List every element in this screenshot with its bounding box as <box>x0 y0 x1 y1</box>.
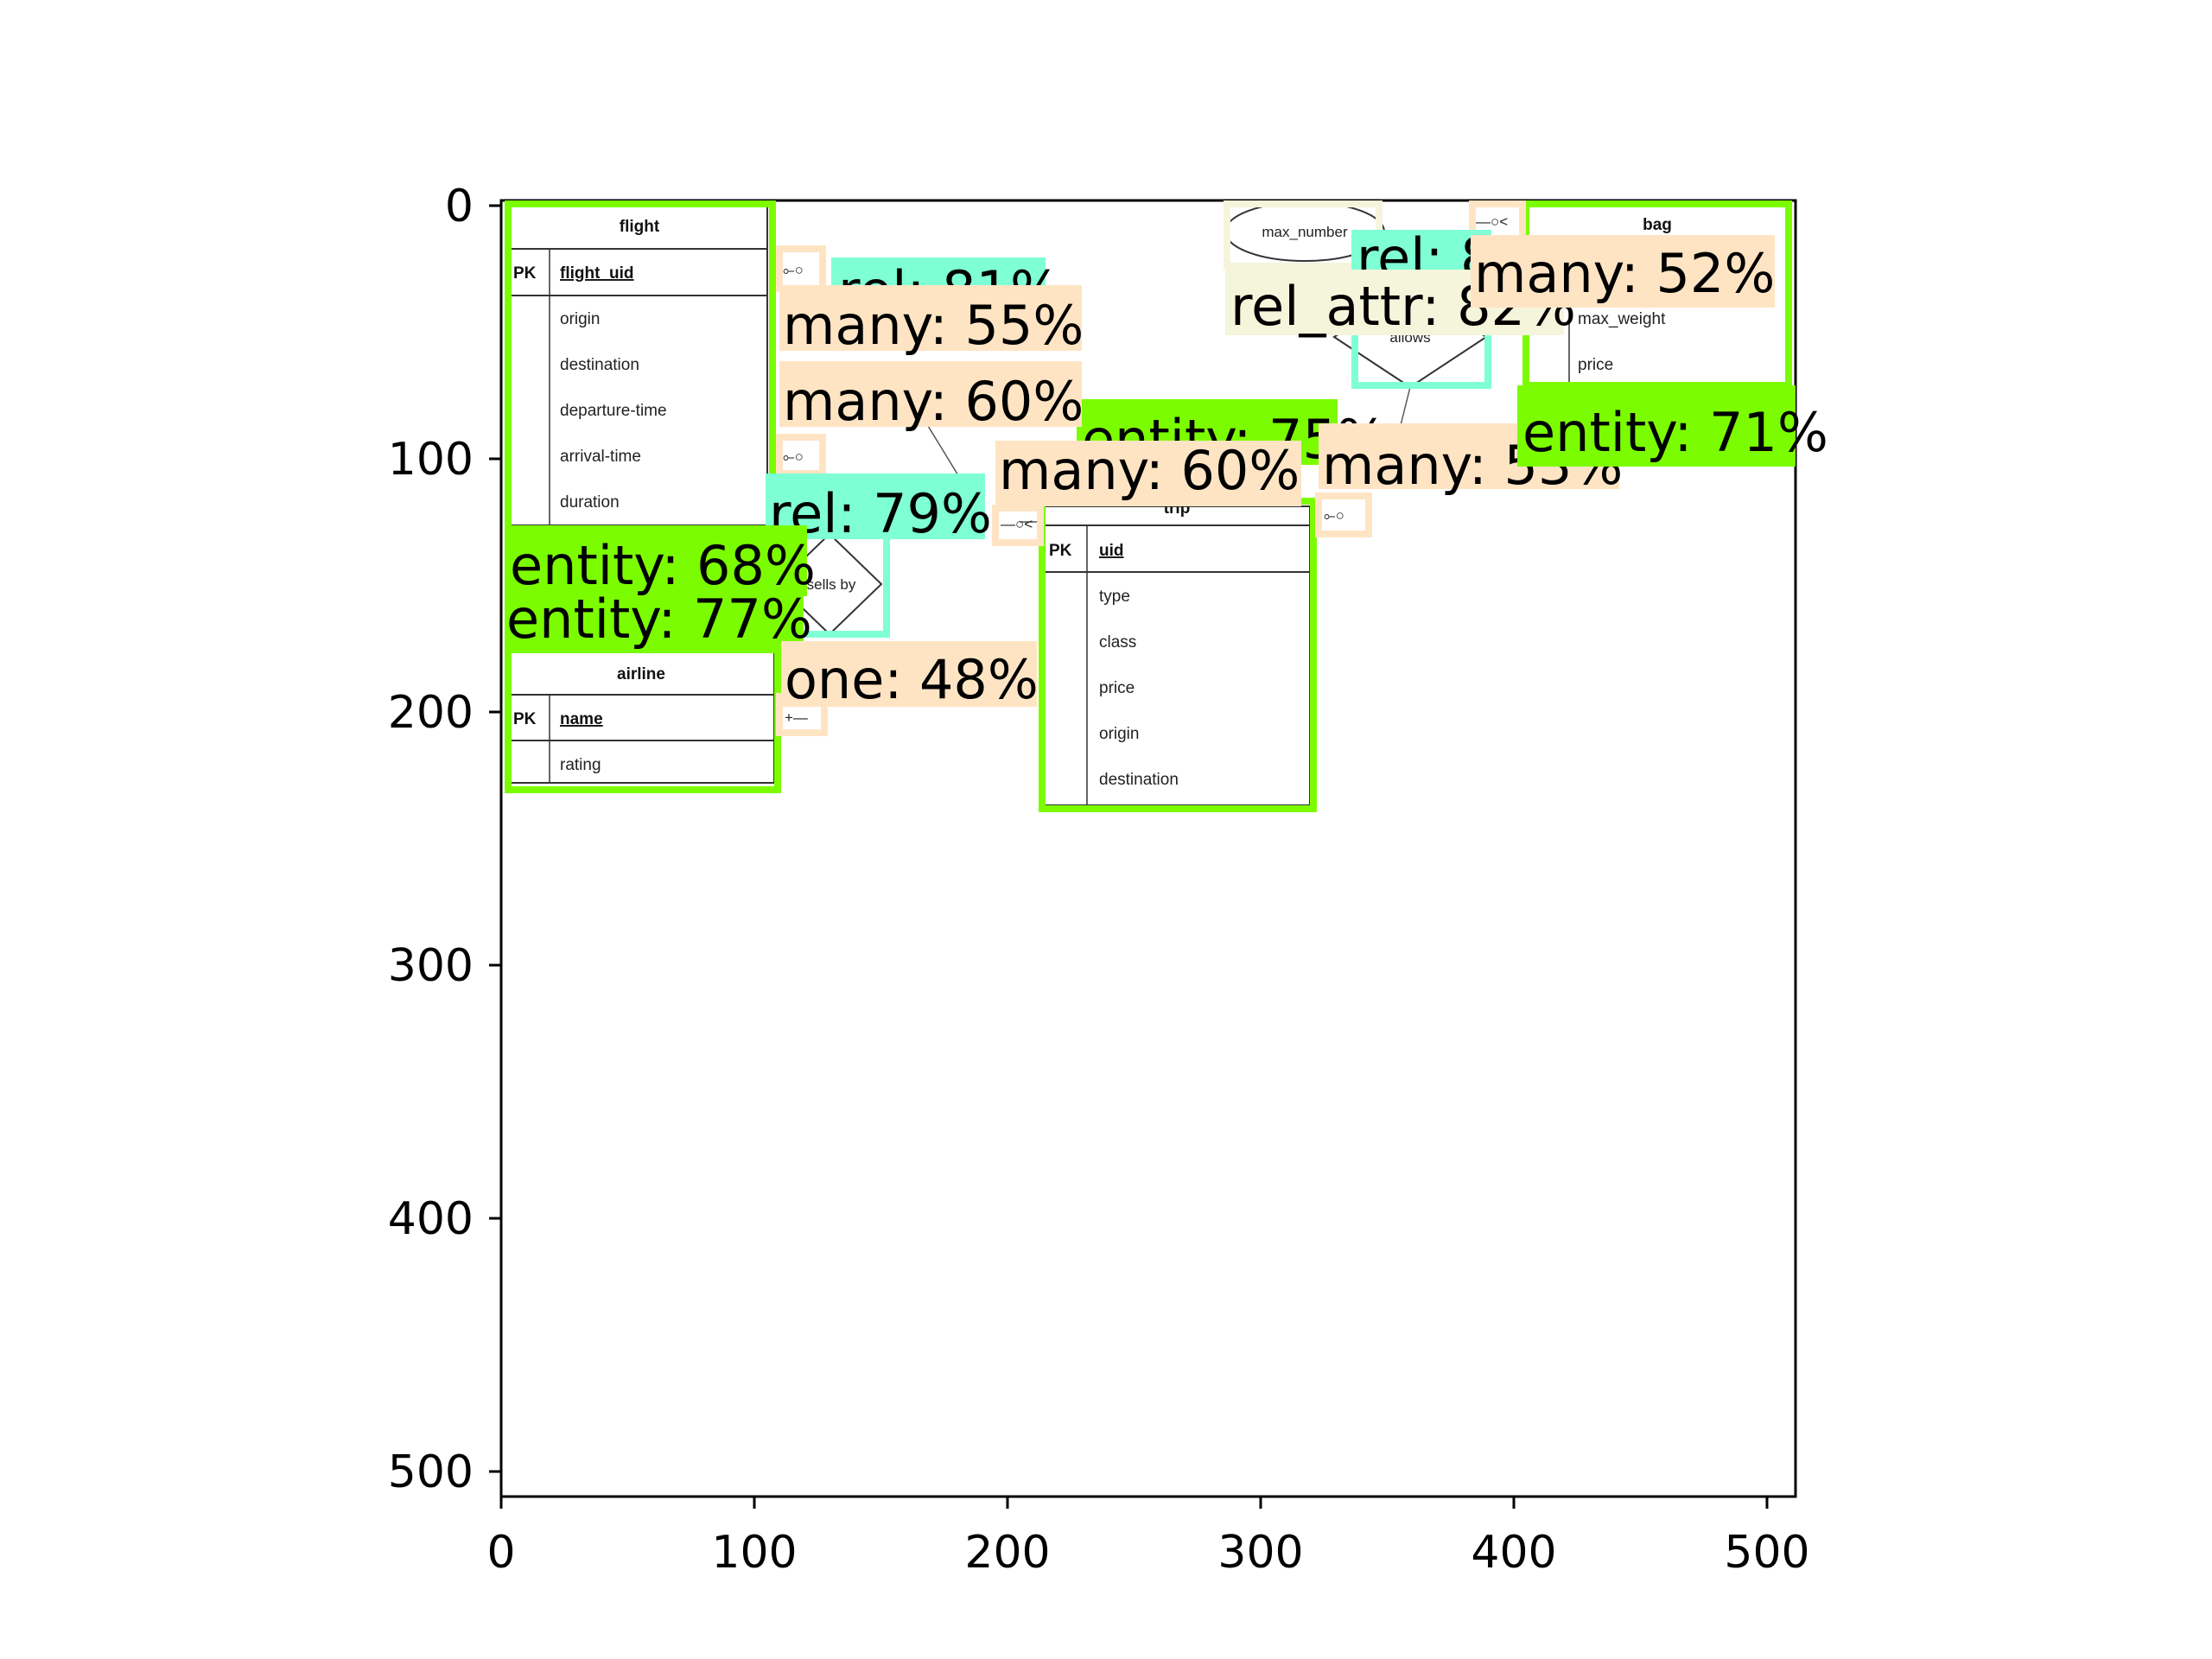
x-tick-label: 200 <box>964 1527 1050 1579</box>
trip-attr: destination <box>1099 771 1179 789</box>
det-label-text: entity: 68% <box>510 534 816 597</box>
bag-attr: price <box>1578 356 1613 374</box>
crow-foot-icon: ⟜○ <box>783 448 804 465</box>
flight-attr: duration <box>560 493 620 512</box>
airline-attr: rating <box>560 756 601 774</box>
x-axis-ticks <box>499 1497 1769 1509</box>
airline-title: airline <box>617 665 665 683</box>
y-tick-label: 100 <box>388 434 474 486</box>
airline-pk-marker: PK <box>513 710 537 728</box>
flight-key: flight_uid <box>560 264 633 283</box>
trip-attr: class <box>1099 633 1136 652</box>
rel-attr-max-number: max_number <box>1224 201 1385 262</box>
det-label-bg <box>781 641 1037 707</box>
flight-attr: origin <box>560 310 600 328</box>
x-tick-label: 100 <box>711 1527 797 1579</box>
det-label-text: many: 52% <box>1474 242 1775 305</box>
crow-foot-icon: —○< <box>1001 516 1033 532</box>
entity-trip: trip PK uid type class price origin dest… <box>1043 499 1311 806</box>
det-label-text: entity: 77% <box>506 588 812 651</box>
trip-attr: origin <box>1099 725 1139 743</box>
detection-labels: rel: 81% entity: 75% many: 55% many: 60%… <box>505 226 1828 711</box>
det-label-text: many: 60% <box>783 370 1084 433</box>
flight-attr: destination <box>560 356 639 374</box>
crow-foot-icon: ⟜○ <box>783 262 804 278</box>
entity-airline: airline PK name rating <box>507 651 775 784</box>
trip-key: uid <box>1099 542 1124 560</box>
y-axis-labels: 0 100 200 300 400 500 <box>388 181 474 1498</box>
entity-flight: flight PK flight_uid origin destination … <box>507 203 768 526</box>
flight-pk-marker: PK <box>513 264 537 283</box>
connector-line <box>1399 386 1411 429</box>
y-tick-label: 0 <box>445 181 474 232</box>
bag-attr: max_weight <box>1578 310 1666 328</box>
cardinality-glyphs: ⟜○ ⟜○ —○< ⟜○ —○< +— <box>783 213 1508 726</box>
det-label-text: entity: 71% <box>1522 401 1828 464</box>
det-label-bg <box>995 441 1301 506</box>
det-label-bg <box>1517 385 1796 467</box>
det-label-text: many: 55% <box>783 294 1084 357</box>
crow-foot-icon: —○< <box>1476 213 1508 230</box>
det-label-bg <box>779 361 1082 427</box>
x-tick-label: 400 <box>1471 1527 1556 1579</box>
y-tick-label: 300 <box>388 940 474 992</box>
trip-attr: type <box>1099 588 1130 606</box>
det-label-bg <box>505 588 804 648</box>
flight-title: flight <box>620 218 660 236</box>
det-label-text: many: 60% <box>999 439 1300 502</box>
x-tick-label: 300 <box>1217 1527 1303 1579</box>
x-axis-labels: 0 100 200 300 400 500 <box>486 1527 1809 1579</box>
many-detection-box <box>992 505 1044 546</box>
many-detection-box <box>1315 493 1372 537</box>
trip-attr: price <box>1099 679 1135 697</box>
bag-title: bag <box>1643 216 1672 234</box>
x-tick-label: 0 <box>486 1527 515 1579</box>
y-tick-label: 500 <box>388 1446 474 1498</box>
flight-table-box <box>507 203 768 526</box>
one-bar-icon: +— <box>785 709 808 726</box>
x-tick-label: 500 <box>1724 1527 1809 1579</box>
det-label-text: one: 48% <box>785 648 1039 711</box>
y-tick-label: 200 <box>388 687 474 739</box>
airline-key: name <box>560 710 603 728</box>
det-label-bg <box>505 525 807 596</box>
trip-table-box <box>1043 505 1311 806</box>
sells-by-label: sells by <box>807 576 856 593</box>
y-tick-label: 400 <box>388 1193 474 1245</box>
crow-foot-icon: ⟜○ <box>1324 507 1344 524</box>
det-label-bg <box>1471 235 1775 308</box>
flight-attr: departure-time <box>560 402 667 420</box>
y-axis-ticks <box>489 204 501 1473</box>
trip-pk-marker: PK <box>1049 542 1072 560</box>
det-label-bg <box>779 285 1082 351</box>
flight-attr: arrival-time <box>560 448 641 466</box>
max-number-label: max_number <box>1262 224 1348 240</box>
